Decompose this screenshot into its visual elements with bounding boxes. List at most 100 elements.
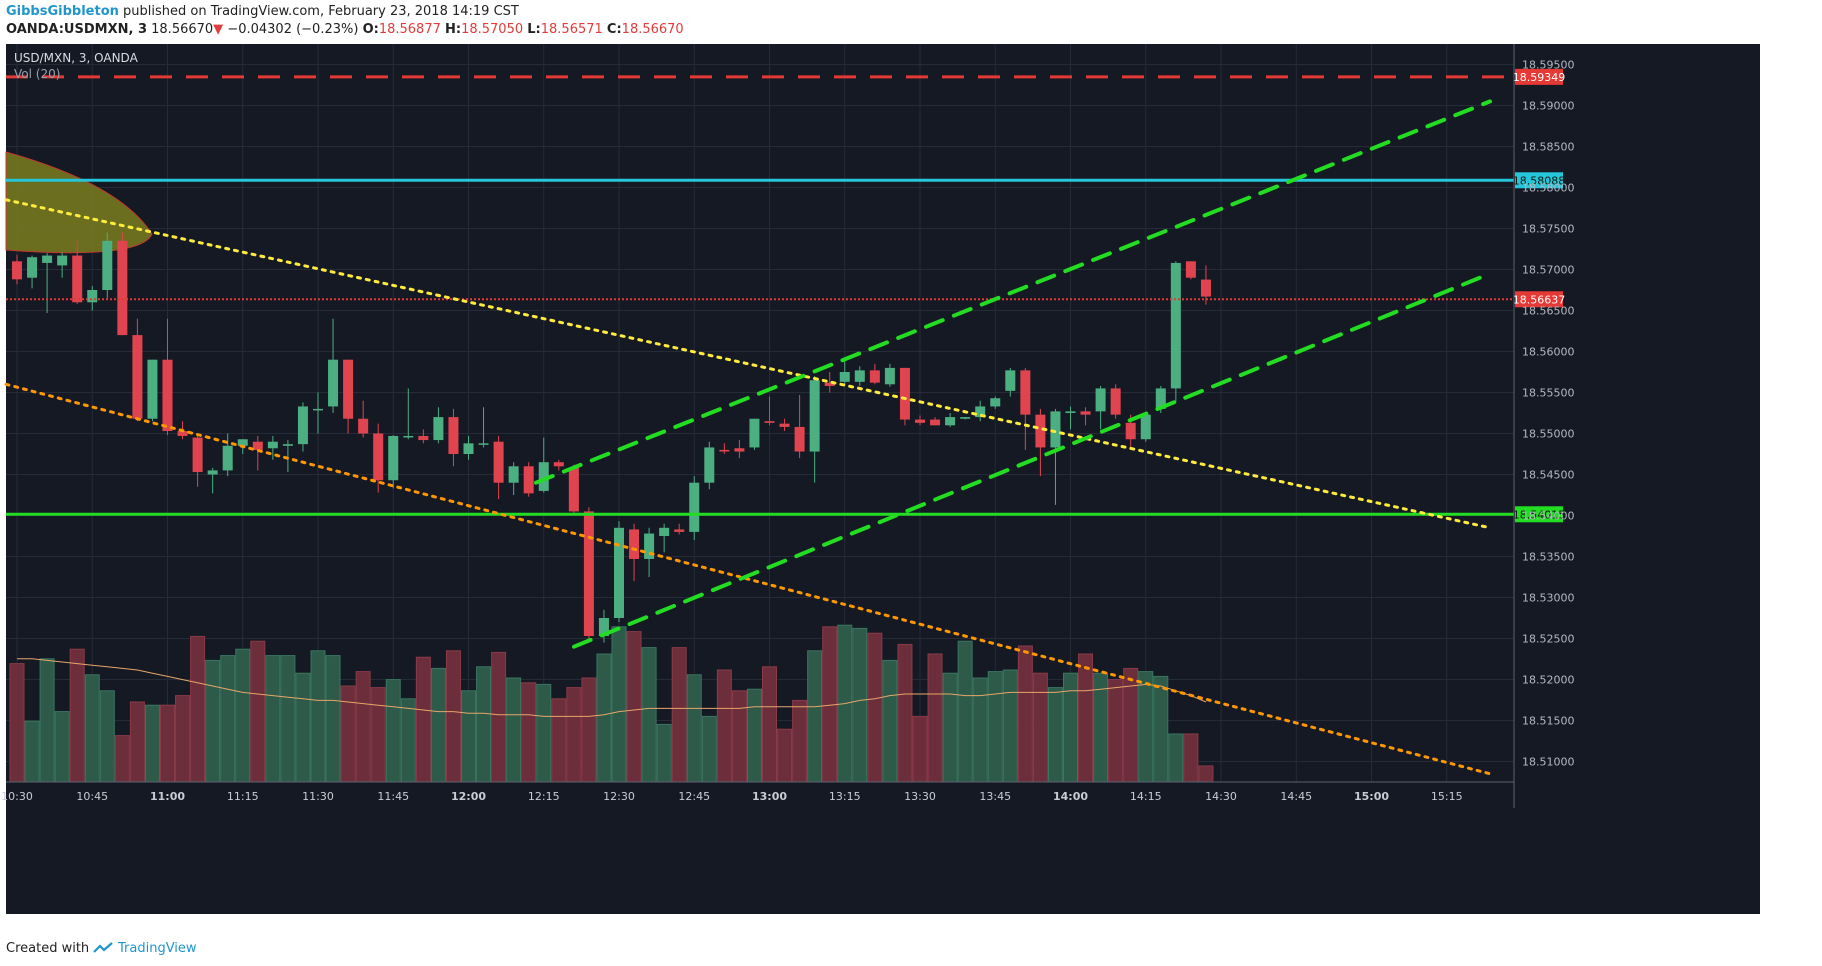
price-tag-label: 18.58088: [1513, 174, 1566, 187]
horizontal-levels: 18.59349 18.58088 18.56637 18.54015: [6, 68, 1566, 523]
candle-body: [267, 441, 278, 449]
x-tick-label: 15:00: [1354, 790, 1389, 803]
y-tick-label: 18.56500: [1522, 305, 1575, 318]
candle-body: [538, 462, 549, 491]
volume-bar: [972, 677, 988, 783]
candle-body: [313, 408, 323, 411]
volume-bar: [521, 682, 537, 783]
high-value: 18.57050: [461, 22, 524, 37]
candle-body: [433, 417, 444, 441]
x-tick-label: 14:30: [1205, 790, 1237, 803]
volume-bar: [641, 647, 657, 783]
candle-body: [448, 417, 459, 454]
volume-bar: [24, 720, 40, 783]
volume-bar: [400, 698, 416, 783]
candle-body: [42, 255, 53, 263]
candle-body: [915, 419, 925, 423]
volume-bar: [1138, 671, 1154, 783]
volume-bar: [461, 690, 476, 783]
candle-body: [1065, 411, 1076, 413]
candle-body: [162, 359, 173, 432]
volume-bar: [1168, 733, 1184, 783]
volume-bar: [491, 651, 507, 783]
candle-body: [102, 240, 113, 290]
drawing-annotations: [5, 151, 153, 254]
candle-body: [222, 445, 233, 471]
volume-bar: [84, 674, 100, 783]
candle-body: [403, 435, 414, 438]
candle-body: [704, 447, 715, 483]
candle-body: [794, 426, 805, 452]
price-tag-label: 18.54015: [1513, 508, 1566, 521]
volume-bar: [430, 667, 446, 783]
volume-bar: [340, 685, 356, 783]
x-tick-label: 12:15: [528, 790, 560, 803]
candle-body: [87, 290, 98, 303]
price-tag-label: 18.59349: [1513, 71, 1566, 84]
author-link[interactable]: GibbsGibbleton: [6, 4, 119, 19]
y-tick-label: 18.56000: [1522, 346, 1575, 359]
last-price: 18.56670: [151, 22, 214, 37]
candle-body: [1155, 388, 1166, 409]
candle-body: [674, 529, 685, 532]
candle-body: [1140, 414, 1151, 440]
candle-body: [945, 417, 956, 426]
highlight-ellipse: [5, 151, 153, 254]
volume-bar: [385, 679, 401, 783]
price-chart[interactable]: 18.59349 18.58088 18.56637 18.54015 18.5950…: [0, 44, 1822, 930]
volume-bar: [942, 672, 958, 783]
x-tick-label: 13:30: [904, 790, 936, 803]
volume-bar: [295, 672, 311, 783]
candle-body: [1095, 388, 1106, 412]
candle-body: [493, 441, 504, 483]
volume-bar: [325, 655, 341, 783]
candle-body: [478, 443, 489, 445]
volume-bar: [114, 735, 130, 783]
x-tick-label: 12:45: [678, 790, 710, 803]
tradingview-link[interactable]: TradingView: [118, 941, 197, 956]
published-text: published on TradingView.com, February 2…: [118, 4, 519, 19]
x-tick-label: 11:00: [150, 790, 185, 803]
volume-bar: [54, 711, 70, 783]
chart-background: [6, 44, 1760, 914]
chart-header: GibbsGibbleton published on TradingView.…: [0, 0, 1822, 44]
candle-body: [583, 511, 594, 637]
volume-bar: [190, 635, 206, 783]
volume-bar: [852, 627, 868, 783]
price-tag-bg: [1515, 291, 1563, 308]
candle-body: [72, 255, 83, 303]
chart-title: USD/MXN, 3, OANDA: [14, 51, 139, 65]
volume-bar: [265, 655, 281, 783]
price-tag-bg: [1515, 506, 1563, 523]
volume-bar: [1183, 733, 1199, 783]
y-tick-label: 18.53500: [1522, 551, 1575, 564]
volume-bar: [566, 687, 582, 783]
volume-bar: [1002, 669, 1018, 783]
volume-bar: [129, 701, 145, 783]
candle-body: [328, 359, 339, 407]
volume-bar: [912, 715, 928, 783]
volume-bar: [987, 671, 1003, 783]
volume-bar: [716, 669, 732, 783]
x-tick-label: 15:15: [1431, 790, 1463, 803]
open-value: 18.56877: [378, 22, 441, 37]
volume-bar: [355, 671, 371, 783]
candle-body: [282, 444, 293, 446]
volume-bar: [415, 656, 431, 783]
candle-body: [930, 419, 941, 426]
volume-bar: [927, 653, 943, 783]
candle-body: [1200, 279, 1211, 297]
volume-bar: [175, 695, 191, 783]
close-label: C:: [606, 22, 622, 37]
y-tick-label: 18.55000: [1522, 428, 1575, 441]
volume-bar: [626, 631, 642, 783]
candle-body: [824, 382, 835, 386]
open-label: O:: [362, 22, 379, 37]
volume-bar: [476, 666, 492, 783]
y-tick-label: 18.52500: [1522, 633, 1575, 646]
candle-body: [1005, 370, 1016, 391]
candle-body: [1185, 261, 1196, 278]
volume-bar: [671, 647, 687, 783]
tradingview-logo-icon: [93, 942, 113, 953]
candle-body: [764, 421, 775, 423]
